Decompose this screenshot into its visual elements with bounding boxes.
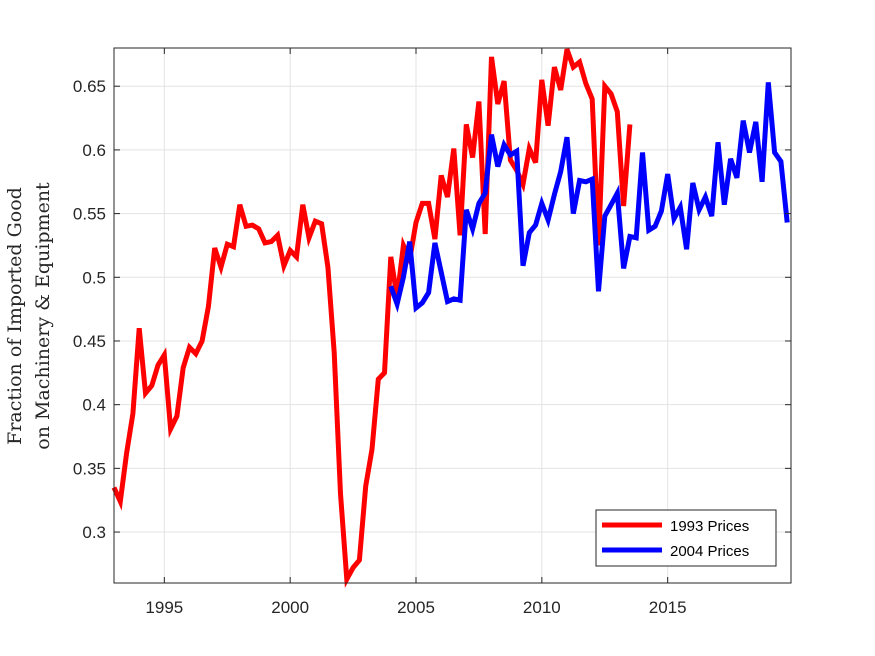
legend: 1993 Prices 2004 Prices [595,509,777,567]
x-tick-label: 2005 [397,598,435,617]
y-tick-label: 0.4 [82,396,106,415]
y-tick-label: 0.35 [73,459,106,478]
series-lines [111,48,790,588]
y-tick-label: 0.45 [73,332,106,351]
series-line-2004-prices [388,82,790,313]
y-axis-label-line-1: Fraction of Imported Good [4,187,26,445]
x-tick-label: 2010 [523,598,561,617]
series-line-1993-prices [111,48,633,588]
legend-box [595,509,777,567]
x-tick-label: 1995 [145,598,183,617]
axis-ticks: 1995 2000 2005 2010 2015 0.3 0.35 0.4 0.45 0.5 0.5… [73,48,791,617]
x-tick-label: 2015 [649,598,687,617]
y-tick-label: 0.5 [82,268,106,287]
x-tick-label: 2000 [271,598,309,617]
grid-lines [114,48,791,583]
plot-background [114,48,791,583]
legend-label-2004-prices: 2004 Prices [670,543,749,560]
y-axis-label-line-2: on Machinery & Equipment [32,182,54,450]
y-tick-label: 0.65 [73,77,106,96]
plot-frame [113,47,792,584]
y-axis-label: Fraction of Imported Good on Machinery &… [4,182,54,450]
y-tick-label: 0.55 [73,205,106,224]
legend-label-1993-prices: 1993 Prices [670,518,749,535]
y-tick-label: 0.6 [82,141,106,160]
y-tick-label: 0.3 [82,523,106,542]
